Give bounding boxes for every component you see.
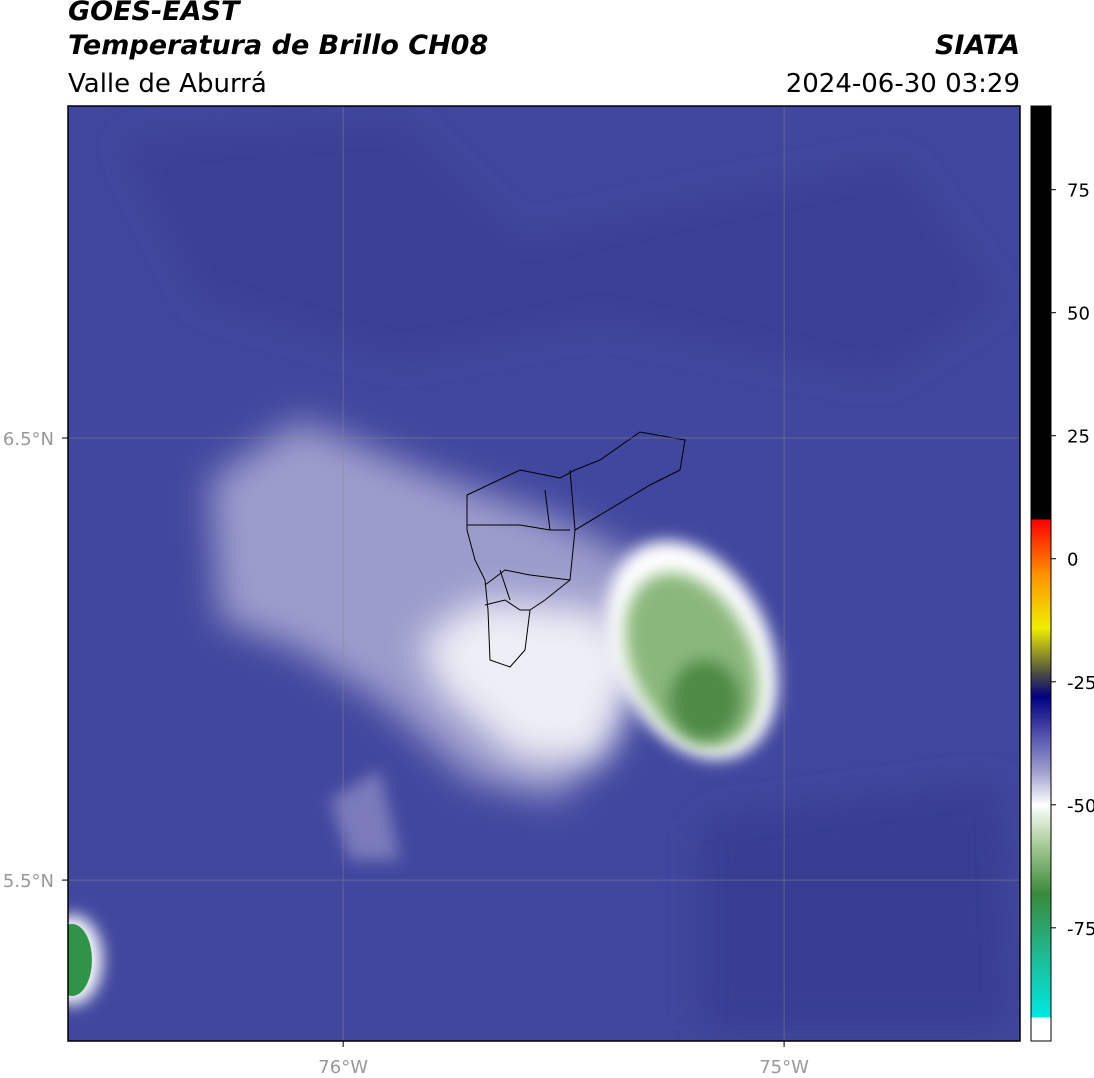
colorbar-segment: [1031, 844, 1051, 894]
colorbar-segment: [1031, 627, 1051, 673]
colorbar-segment: [1031, 671, 1051, 698]
colorbar-segment: [1031, 952, 1051, 1017]
colorbar-tick-label: -25: [1067, 673, 1094, 694]
colorbar-tick-label: -50: [1067, 796, 1094, 817]
colorbar-segment: [1031, 770, 1051, 806]
colorbar-tick-label: 25: [1067, 427, 1090, 448]
colorbar-segment: [1031, 106, 1051, 520]
colorbar-segment: [1031, 1017, 1051, 1042]
region: Valle de Aburrá: [68, 69, 267, 99]
colorbar-frame: [1030, 105, 1052, 1042]
subtitle: Temperatura de Brillo CH08: [68, 30, 488, 61]
x-tick-label: 76°W: [318, 1057, 368, 1078]
organization: SIATA: [935, 30, 1020, 61]
colorbar-tick-label: 0: [1067, 550, 1078, 571]
colorbar-segment: [1031, 519, 1051, 574]
colorbar-tick-label: 50: [1067, 304, 1090, 325]
colorbar-tick-label: -75: [1067, 919, 1094, 940]
colorbar: 75 50 25 0 -25 -50 -75: [1031, 106, 1094, 1042]
colorbar-segment: [1031, 893, 1051, 953]
colorbar-segment: [1031, 1016, 1051, 1019]
title: GOES-EAST: [68, 0, 242, 27]
map-frame: [67, 105, 1021, 1042]
map-image: [68, 106, 1020, 1041]
colorbar-tick-label: 75: [1067, 181, 1090, 202]
colorbar-segment: [1031, 804, 1051, 845]
colorbar-segment: [1031, 573, 1051, 629]
x-tick-label: 75°W: [759, 1057, 809, 1078]
colorbar-segment: [1031, 696, 1051, 732]
graticule: 76°W 75°W 6.5°N 5.5°N: [3, 106, 1020, 1078]
y-tick-label: 6.5°N: [3, 429, 54, 450]
y-tick-label: 5.5°N: [3, 871, 54, 892]
datetime: 2024-06-30 03:29: [786, 69, 1020, 99]
colorbar-segment: [1031, 730, 1051, 771]
